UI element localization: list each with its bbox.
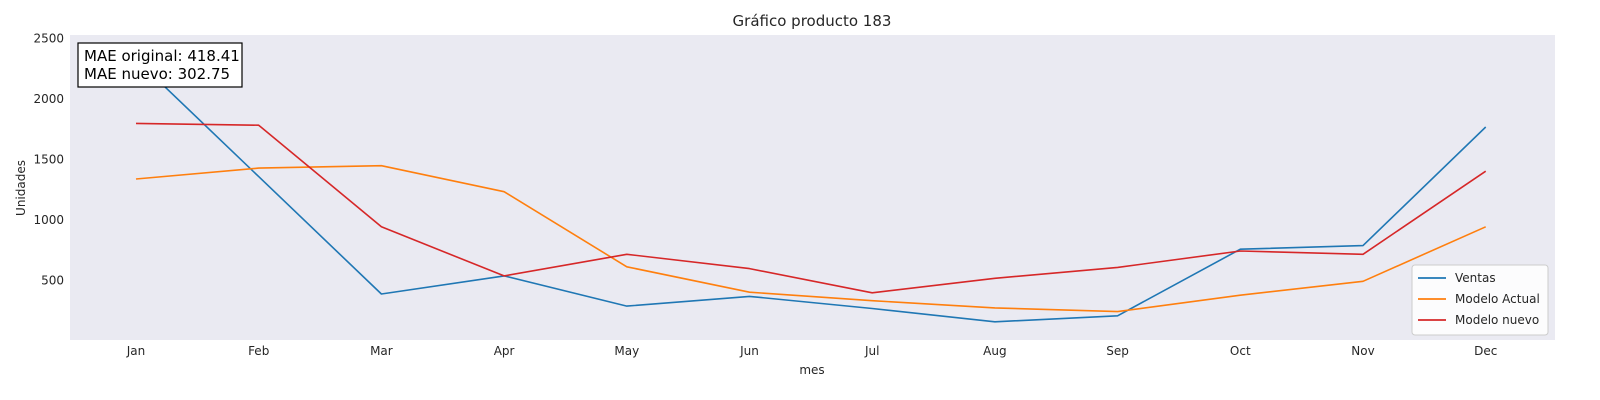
mae-original-text: MAE original: 418.41 [84, 47, 240, 65]
x-tick-label: Feb [248, 344, 269, 358]
x-tick-label: May [614, 344, 639, 358]
y-tick-label: 500 [41, 274, 64, 288]
legend-label: Modelo nuevo [1455, 313, 1539, 327]
legend-label: Modelo Actual [1455, 292, 1540, 306]
y-axis-label: Unidades [14, 160, 28, 216]
x-tick-label: Jul [864, 344, 879, 358]
series-line-modelo-actual [135, 164, 1487, 313]
x-tick-label: Dec [1474, 344, 1497, 358]
legend-box [1411, 264, 1549, 336]
x-tick-label: Jan [126, 344, 146, 358]
mae-nuevo-text: MAE nuevo: 302.75 [84, 65, 230, 83]
x-tick-label: Aug [983, 344, 1006, 358]
x-axis-ticks: Jan Feb Mar Apr May Jun Jul Aug Sep Oct Nov Dec [126, 344, 1498, 358]
x-tick-label: Jun [739, 344, 759, 358]
x-tick-label: Mar [370, 344, 393, 358]
x-tick-label: Oct [1230, 344, 1251, 358]
chart-title: Gráfico producto 183 [733, 12, 892, 30]
mae-annotation-box: MAE original: 418.41 MAE nuevo: 302.75 [77, 42, 243, 88]
y-tick-label: 1500 [33, 153, 64, 167]
x-tick-label: Apr [494, 344, 515, 358]
y-tick-label: 1000 [33, 213, 64, 227]
x-axis-label: mes [799, 363, 824, 377]
series-lines [135, 58, 1487, 323]
series-line-ventas [135, 58, 1487, 323]
legend: Ventas Modelo Actual Modelo nuevo [1411, 264, 1549, 336]
plot-background [70, 35, 1555, 340]
legend-label: Ventas [1455, 271, 1496, 285]
x-tick-label: Sep [1106, 344, 1129, 358]
y-tick-label: 2500 [33, 32, 64, 46]
x-tick-label: Nov [1351, 344, 1374, 358]
y-axis-ticks: 500 1000 1500 2000 2500 [33, 32, 64, 288]
y-tick-label: 2000 [33, 92, 64, 106]
series-line-modelo-nuevo [135, 122, 1487, 294]
